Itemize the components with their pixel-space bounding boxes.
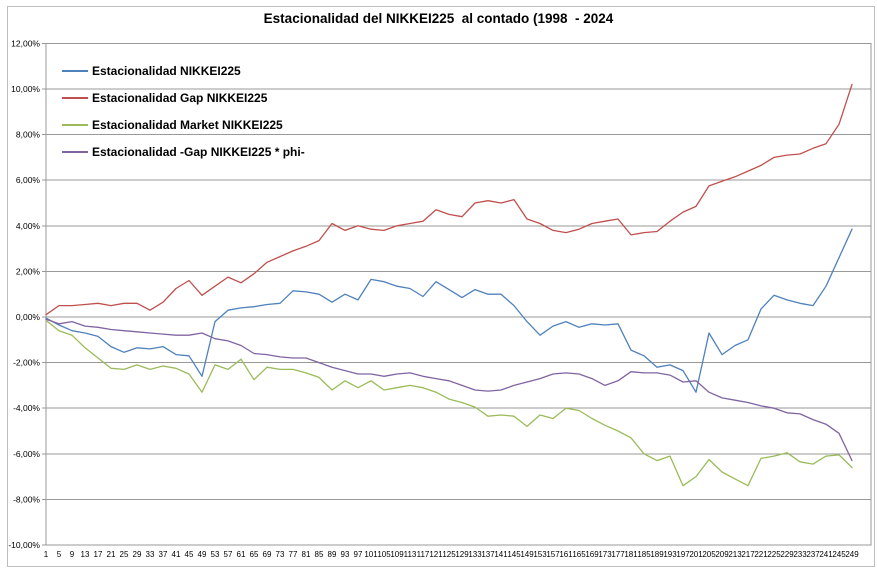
legend-label: Estacionalidad Market NIKKEI225 [92,117,283,132]
x-tick-label: 193 [663,550,677,559]
x-tick-label: 181 [624,550,638,559]
x-tick-label: 201 [689,550,703,559]
x-tick-label: 213 [728,550,742,559]
x-tick-label: 189 [650,550,664,559]
x-tick-label: 117 [417,550,430,559]
x-tick-label: 145 [507,550,521,559]
x-tick-label: 45 [185,550,194,559]
x-tick-label: 97 [354,550,363,559]
y-tick-label: 0,00% [16,312,41,322]
x-tick-label: 241 [819,550,833,559]
x-tick-label: 197 [676,550,690,559]
x-tick-label: 205 [702,550,716,559]
y-tick-label: 8,00% [16,130,41,140]
x-tick-label: 149 [520,550,534,559]
x-tick-label: 5 [57,550,62,559]
y-tick-label: 12,00% [11,38,40,48]
x-tick-label: 141 [494,550,508,559]
legend-line-swatch [62,69,88,72]
x-tick-label: 85 [315,550,324,559]
x-axis-labels: 1 5 9 13 17 21 25 29 33 37 41 45 49 53 57 61 65 69 73 77 81 8… [44,550,859,559]
x-tick-label: 105 [377,550,391,559]
x-tick-label: 1 [44,550,49,559]
x-tick-label: 89 [328,550,337,559]
y-tick-label: -8,00% [13,494,40,504]
x-tick-label: 225 [767,550,781,559]
x-tick-label: 245 [832,550,846,559]
x-tick-label: 221 [754,550,768,559]
y-tick-label: -2,00% [13,358,40,368]
x-tick-label: 61 [237,550,246,559]
legend-item: Estacionalidad -Gap NIKKEI225 * phi- [62,144,305,159]
x-tick-label: 209 [715,550,729,559]
x-tick-label: 121 [429,550,443,559]
x-tick-label: 137 [481,550,495,559]
series-line-estacionalidad-market-nikkei225 [45,319,853,487]
y-tick-label: 6,00% [16,175,41,185]
x-tick-label: 25 [120,550,129,559]
x-tick-label: 21 [107,550,116,559]
x-tick-label: 133 [468,550,482,559]
y-axis-labels: 12,00% 10,00% 8,00% 6,00% 4,00% 2,00% 0,00% -2,… [8,38,46,550]
x-tick-label: 57 [224,550,233,559]
x-tick-label: 217 [741,550,755,559]
chart-title: Estacionalidad del NIKKEI225 al contado … [263,11,614,26]
x-tick-label: 69 [263,550,272,559]
legend-line-swatch [62,123,88,126]
legend-item: Estacionalidad NIKKEI225 [62,63,305,78]
chart-legend: Estacionalidad NIKKEI225 Estacionalidad G… [62,63,305,159]
x-tick-label: 37 [159,550,168,559]
y-tick-label: -6,00% [13,449,40,459]
legend-label: Estacionalidad NIKKEI225 [92,63,241,78]
x-tick-label: 153 [533,550,547,559]
y-tick-label: -4,00% [13,403,40,413]
x-tick-label: 249 [845,550,859,559]
x-tick-label: 113 [404,550,417,559]
x-tick-label: 65 [250,550,259,559]
x-tick-label: 125 [442,550,456,559]
x-tick-label: 237 [806,550,820,559]
x-tick-label: 73 [276,550,285,559]
x-tick-label: 77 [289,550,298,559]
x-tick-label: 17 [94,550,103,559]
x-tick-label: 41 [172,550,181,559]
x-tick-label: 101 [364,550,378,559]
legend-label: Estacionalidad Gap NIKKEI225 [92,90,268,105]
x-tick-label: 229 [780,550,794,559]
legend-item: Estacionalidad Market NIKKEI225 [62,117,305,132]
x-tick-label: 161 [559,550,573,559]
y-tick-label: 4,00% [16,221,41,231]
x-tick-label: 81 [302,550,311,559]
x-tick-label: 185 [637,550,651,559]
series-line-estacionalidad-nikkei225 [45,228,853,393]
x-tick-label: 53 [211,550,220,559]
series-line-estacionalidad-gap-nikkei225 [45,83,853,316]
plot-frame [45,42,872,546]
y-tick-label: 2,00% [16,266,41,276]
x-tick-label: 233 [793,550,807,559]
x-tick-label: 169 [585,550,599,559]
x-tick-label: 13 [81,550,90,559]
legend-label: Estacionalidad -Gap NIKKEI225 * phi- [92,144,305,159]
x-tick-label: 157 [546,550,560,559]
x-tick-label: 173 [598,550,612,559]
x-tick-label: 49 [198,550,207,559]
x-tick-label: 109 [390,550,404,559]
series-line-estacionalidad-gap-nikkei225-phi [45,318,853,462]
x-tick-label: 93 [341,550,350,559]
x-tick-label: 29 [133,550,142,559]
x-tick-label: 9 [70,550,75,559]
legend-line-swatch [62,96,88,99]
y-tick-label: -10,00% [8,540,40,550]
x-tick-label: 165 [572,550,586,559]
legend-line-swatch [62,150,88,153]
y-tick-label: 10,00% [11,84,40,94]
x-tick-label: 177 [611,550,625,559]
x-tick-label: 33 [146,550,155,559]
legend-item: Estacionalidad Gap NIKKEI225 [62,90,305,105]
x-tick-label: 129 [455,550,469,559]
